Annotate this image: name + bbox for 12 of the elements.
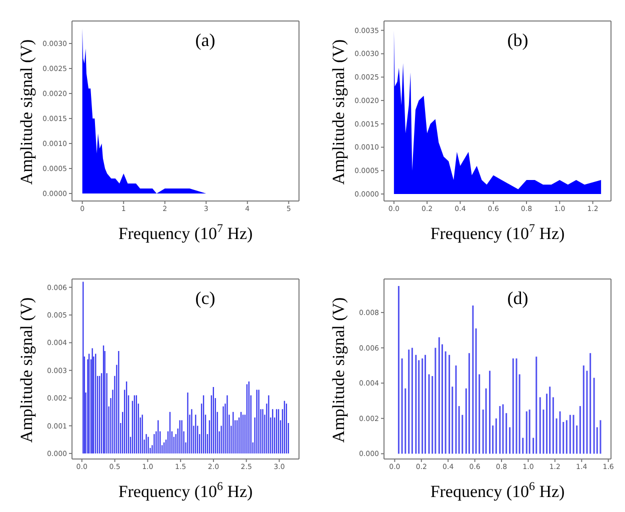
y-axis-title: Amplitude signal (V)	[329, 39, 349, 185]
x-axis-title: Frequency (10$^{6}$ Hz)	[118, 479, 253, 501]
y-axis-title: Amplitude signal (V)	[17, 297, 37, 443]
annotation: (a)	[195, 30, 216, 51]
x-axis-title: Frequency (10$^{7}$ Hz)	[430, 221, 565, 243]
annotation: (b)	[507, 30, 528, 51]
annotation: (c)	[195, 288, 216, 309]
annotation: (d)	[507, 288, 528, 309]
y-axis-title: Amplitude signal (V)	[329, 297, 349, 443]
x-axis-title: Frequency (10$^{7}$ Hz)	[118, 221, 253, 243]
y-axis-title: Amplitude signal (V)	[17, 39, 37, 185]
x-axis-title: Frequency (10$^{6}$ Hz)	[430, 479, 565, 501]
